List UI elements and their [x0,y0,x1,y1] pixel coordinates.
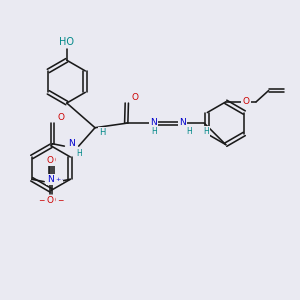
Text: N: N [68,139,75,148]
Text: HO: HO [59,37,74,47]
Text: H: H [203,127,209,136]
Text: H: H [76,149,82,158]
Text: O: O [48,156,56,165]
Text: N: N [47,176,53,184]
Text: O: O [57,112,64,122]
Text: H: H [186,127,192,136]
Text: H: H [99,128,106,137]
Text: −: − [57,196,63,206]
Text: O: O [48,196,56,206]
Text: O: O [46,196,54,206]
Text: O: O [132,93,139,102]
Text: +: + [57,177,62,182]
Text: N: N [179,118,185,127]
Text: +: + [55,177,61,182]
Text: O: O [46,156,54,165]
Text: H: H [151,127,157,136]
Text: −: − [39,196,45,206]
Text: O: O [242,97,250,106]
Text: N: N [49,176,55,184]
Text: N: N [151,118,157,127]
